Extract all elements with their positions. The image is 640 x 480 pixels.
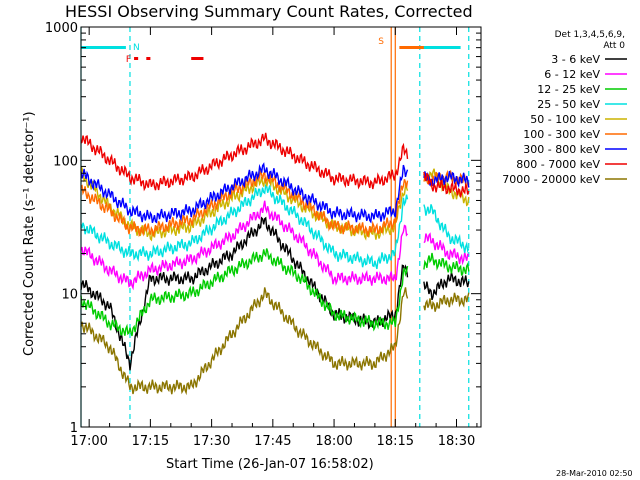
legend-label: 7000 - 20000 keV <box>502 173 600 186</box>
x-tick-label: 18:30 <box>438 434 475 449</box>
attenuator-bar <box>399 46 424 49</box>
footer-stamp: 28-Mar-2010 02:50 <box>556 469 633 478</box>
y-tick-label: 10 <box>61 288 78 303</box>
legend-label: 300 - 800 keV <box>523 143 600 156</box>
series-line <box>80 184 470 270</box>
legend: Det 1,3,4,5,6,9,Att 03 - 6 keV 6 - 12 keV… <box>502 30 627 186</box>
legend-label: 800 - 7000 keV <box>516 158 600 171</box>
series-line <box>80 248 470 337</box>
x-axis-label: Start Time (26-Jan-07 16:58:02) <box>166 457 374 472</box>
annotation-label: F <box>126 55 131 65</box>
x-tick-label: 17:15 <box>132 434 169 449</box>
annotation-label: N <box>133 43 140 53</box>
flare-bar <box>146 57 151 60</box>
legend-label: 25 - 50 keV <box>537 98 600 111</box>
y-tick-label: 100 <box>53 154 78 169</box>
legend-label: 12 - 25 keV <box>537 83 600 96</box>
legend-label: 100 - 300 keV <box>523 128 600 141</box>
vertical-markers <box>80 27 470 427</box>
series-line <box>80 132 470 198</box>
flare-bar <box>134 57 139 60</box>
legend-label: 50 - 100 keV <box>530 113 600 126</box>
attenuator-bar <box>419 46 461 49</box>
attenuator-bar <box>81 46 126 49</box>
y-axis-label: Corrected Count Rate (s⁻¹ detector⁻¹) <box>22 111 37 356</box>
y-tick-label: 1000 <box>45 21 78 36</box>
chart-title: HESSI Observing Summary Count Rates, Cor… <box>65 2 473 21</box>
annotation-label: S <box>378 37 384 47</box>
series-lines <box>80 132 470 396</box>
legend-title: Det 1,3,4,5,6,9, <box>555 30 625 40</box>
y-tick-label: 1 <box>70 421 78 436</box>
flare-bar <box>191 57 204 60</box>
plot-frame <box>80 26 482 428</box>
legend-label: 6 - 12 keV <box>544 68 600 81</box>
series-line <box>80 216 470 371</box>
x-tick-label: 18:15 <box>377 434 414 449</box>
legend-title: Att 0 <box>603 41 625 51</box>
axes: 17:00 17:15 17:30 17:45 18:00 18:15 18:30 1 10 10… <box>45 21 481 449</box>
x-tick-label: 17:30 <box>193 434 230 449</box>
x-tick-label: 17:45 <box>254 434 291 449</box>
series-line <box>80 287 470 396</box>
x-tick-label: 17:00 <box>70 434 107 449</box>
legend-label: 3 - 6 keV <box>551 53 600 66</box>
annotations: NF S <box>81 37 461 65</box>
x-tick-label: 18:00 <box>315 434 352 449</box>
series-line <box>80 200 470 291</box>
